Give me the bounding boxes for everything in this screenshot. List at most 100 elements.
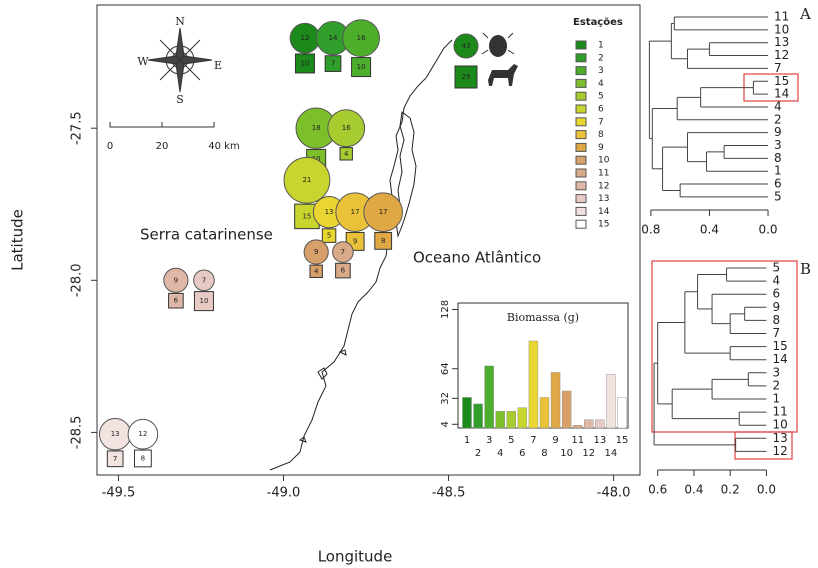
- inset-title: Biomassa (g): [507, 311, 579, 324]
- leaf-label: 11: [772, 405, 787, 419]
- circle-label: 12: [300, 34, 309, 42]
- square-label: 10: [199, 297, 208, 305]
- scale-label: 20: [156, 141, 169, 152]
- circle-label: 13: [325, 208, 334, 216]
- x-tick-label: 6: [519, 448, 525, 459]
- square-label: 7: [113, 455, 117, 463]
- legend-label: 4: [598, 79, 604, 89]
- scale-label: 0: [107, 141, 113, 152]
- legend-label: 10: [598, 156, 610, 166]
- x-tick-label: 0.4: [684, 483, 703, 497]
- bar: [562, 391, 571, 428]
- leaf-label: 1: [772, 392, 780, 406]
- leaf-label: 5: [772, 261, 780, 275]
- y-tick-label: 32: [440, 392, 451, 405]
- leaf-label: 9: [772, 300, 780, 314]
- bar: [584, 420, 593, 428]
- x-tick-label: 11: [571, 435, 584, 446]
- legend-swatch: [576, 131, 586, 139]
- x-tick-label: 7: [530, 435, 536, 446]
- bar: [573, 425, 582, 428]
- circle-label: 18: [312, 124, 321, 132]
- legend-swatch: [576, 41, 586, 49]
- x-tick-label: 0.2: [721, 483, 740, 497]
- circle-label: 17: [351, 208, 360, 216]
- leaf-label: 4: [772, 274, 780, 288]
- legend-label: 1: [598, 41, 604, 51]
- bar: [606, 374, 615, 428]
- size-legend-label: 43: [462, 42, 471, 50]
- x-tick-label: 0.0: [758, 223, 777, 237]
- circle-label: 17: [379, 208, 388, 216]
- leaf-label: 3: [772, 365, 780, 379]
- y-axis-title: Latitude: [9, 209, 27, 271]
- annotation: Oceano Atlântico: [413, 249, 541, 267]
- x-tick-label: -48.0: [597, 486, 631, 501]
- leaf-label: 13: [772, 431, 787, 445]
- circle-label: 7: [202, 276, 206, 284]
- bar: [518, 408, 527, 428]
- y-tick-label: 128: [440, 300, 451, 319]
- leaf-label: 6: [772, 287, 780, 301]
- circle-label: 13: [111, 430, 120, 438]
- compass-label: W: [137, 55, 149, 68]
- bar: [474, 404, 483, 428]
- x-tick-label: 8: [541, 448, 547, 459]
- compass-label: E: [214, 59, 222, 72]
- square-label: 10: [357, 63, 366, 71]
- y-tick-label: -28.0: [70, 263, 85, 297]
- figure: N W E S 0 20 40 km Serra catarinense Oce…: [0, 0, 818, 568]
- leaf-label: 5: [774, 189, 782, 203]
- size-legend-label: 29: [462, 73, 471, 81]
- bar: [617, 397, 626, 428]
- legend-label: 3: [598, 66, 604, 76]
- bar: [496, 411, 505, 428]
- square-label: 6: [341, 267, 346, 275]
- circle-label: 14: [329, 34, 338, 42]
- x-tick-label: 1: [464, 435, 470, 446]
- legend-swatch: [576, 92, 586, 100]
- leaf-label: 8: [772, 313, 780, 327]
- legend-swatch: [576, 169, 586, 177]
- legend-label: 7: [598, 117, 604, 127]
- legend-swatch: [576, 207, 586, 215]
- panel-label: A: [799, 5, 811, 23]
- leaf-label: 2: [772, 378, 780, 392]
- square-label: 8: [381, 237, 385, 245]
- x-tick-label: 10: [560, 448, 573, 459]
- x-tick-label: -49.0: [267, 486, 301, 501]
- circle-label: 12: [138, 430, 147, 438]
- leaf-label: 14: [772, 352, 787, 366]
- y-tick-label: -28.5: [70, 416, 85, 450]
- bar: [507, 411, 516, 428]
- bar: [540, 397, 549, 428]
- legend-label: 12: [598, 181, 609, 191]
- circle-label: 16: [342, 124, 351, 132]
- y-tick-label: 4: [440, 421, 451, 427]
- legend-swatch: [576, 182, 586, 190]
- legend-swatch: [576, 54, 586, 62]
- x-tick-label: 12: [582, 448, 595, 459]
- bar: [595, 420, 604, 428]
- x-axis-title: Longitude: [318, 548, 393, 566]
- circle-label: 7: [341, 248, 345, 256]
- legend-label: 9: [598, 143, 604, 153]
- legend-label: 2: [598, 53, 604, 63]
- bar: [485, 366, 494, 428]
- x-tick-label: -49.5: [102, 486, 136, 501]
- x-tick-label: 5: [508, 435, 514, 446]
- leaf-label: 10: [772, 418, 787, 432]
- x-tick-label: 15: [616, 435, 629, 446]
- square-label: 5: [327, 232, 331, 240]
- legend-title: Estações: [573, 17, 623, 28]
- x-tick-label: 0.0: [757, 483, 776, 497]
- legend-swatch: [576, 143, 586, 151]
- square-label: 6: [174, 297, 179, 305]
- y-tick-label: 64: [440, 362, 451, 375]
- square-label: 10: [300, 59, 309, 67]
- legend-label: 11: [598, 169, 609, 179]
- legend-label: 6: [598, 105, 604, 115]
- x-tick-label: 13: [593, 435, 606, 446]
- scale-label: 40 km: [208, 141, 239, 152]
- legend-label: 5: [598, 92, 604, 102]
